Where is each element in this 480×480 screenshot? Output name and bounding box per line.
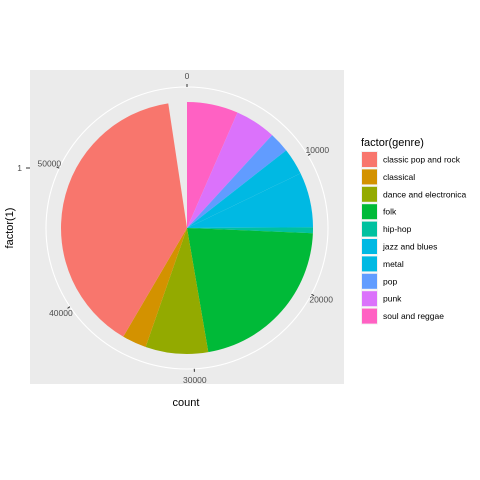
- legend: classic pop and rock classical dance and e…: [361, 151, 466, 325]
- angular-tick-label: 10000: [305, 145, 329, 155]
- pie-slice-pop: [187, 135, 287, 228]
- angular-tick-mark: [307, 153, 311, 156]
- legend-label: pop: [383, 276, 397, 286]
- pie-slices: [61, 102, 313, 355]
- pie-slice-soul-and-reggae: [187, 102, 238, 228]
- legend-label: metal: [383, 259, 404, 269]
- legend-swatch: [362, 221, 377, 237]
- pie-slice-classical: [123, 228, 187, 348]
- angular-tick-mark: [311, 293, 315, 297]
- legend-swatch: [362, 186, 377, 202]
- legend-swatch: [362, 308, 377, 324]
- pie-slice-dance-and-electronica: [145, 228, 209, 355]
- angular-tick-label: 0: [185, 71, 190, 81]
- legend-label: hip-hop: [383, 224, 412, 234]
- legend-swatch: [362, 204, 377, 220]
- angular-tick-mark: [67, 306, 71, 309]
- legend-swatch: [362, 291, 377, 307]
- pie-slice-jazz-and-blues: [187, 173, 313, 228]
- angular-tick-label: 40000: [49, 308, 73, 318]
- angular-tick-label: 30000: [183, 375, 207, 385]
- pie-slice-metal: [187, 150, 301, 228]
- angular-tick-mark: [56, 166, 60, 169]
- legend-swatch: [362, 152, 377, 167]
- legend-label: folk: [383, 207, 397, 217]
- legend-title: factor(genre): [361, 137, 424, 149]
- angular-tick-label: 50000: [38, 159, 62, 169]
- y-axis-title: factor(1): [4, 208, 16, 249]
- legend-swatch: [362, 256, 377, 272]
- legend-label: punk: [383, 294, 402, 304]
- legend-swatch: [362, 239, 377, 254]
- y-axis-tick-label: 1: [17, 163, 22, 173]
- legend-label: jazz and blues: [382, 242, 437, 252]
- legend-label: classic pop and rock: [383, 155, 461, 165]
- legend-label: classical: [383, 172, 415, 182]
- pie-slice-classic-pop-and-rock: [61, 103, 188, 337]
- pie-slice-punk: [187, 112, 273, 228]
- legend-swatch: [362, 273, 377, 289]
- angular-axis-ticks: 0 10000 20000 30000 40000 50000: [38, 71, 334, 385]
- legend-label: dance and electronica: [383, 189, 466, 199]
- pie-slice-hip-hop: [187, 227, 313, 234]
- x-axis-title: count: [173, 397, 200, 409]
- pie-slice-folk: [187, 228, 313, 353]
- legend-swatch: [362, 169, 377, 185]
- legend-label: soul and reggae: [383, 311, 444, 321]
- angular-tick-label: 20000: [309, 294, 333, 304]
